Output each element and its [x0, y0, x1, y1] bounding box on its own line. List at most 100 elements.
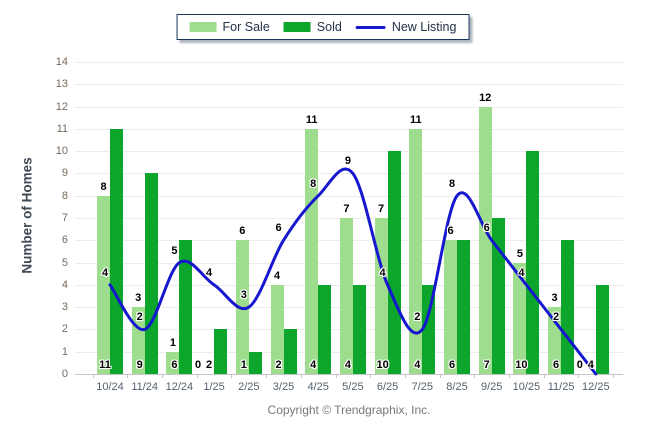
y-tick-label: 10	[55, 145, 68, 158]
new-listing-value-label: 2	[553, 311, 560, 324]
bar-sold	[422, 284, 436, 374]
x-tick-mark	[543, 374, 545, 378]
x-tick-mark	[439, 374, 441, 378]
x-tick-mark	[370, 374, 372, 378]
y-tick-label: 5	[61, 256, 68, 269]
x-tick-label: 5/25	[342, 381, 364, 393]
sold-value-label: 2	[206, 359, 213, 371]
sold-value-label: 4	[414, 359, 421, 371]
y-tick-label: 14	[55, 56, 68, 69]
x-tick-mark	[92, 374, 94, 378]
sold-value-label: 9	[136, 359, 143, 371]
sold-value-label: 4	[587, 359, 594, 371]
new-listing-value-label: 6	[275, 222, 282, 235]
for-sale-value-label: 6	[239, 225, 246, 238]
bar-sold	[561, 240, 575, 374]
for-sale-value-label: 0	[195, 359, 202, 371]
new-listing-value-label: 9	[344, 155, 351, 168]
new-listing-value-label: 4	[518, 266, 525, 279]
new-listing-value-label: 8	[448, 177, 456, 190]
y-tick-label: 11	[56, 122, 68, 135]
gridline	[75, 62, 623, 64]
bar-for-sale	[305, 128, 319, 374]
x-tick-mark	[509, 374, 511, 378]
x-tick-label: 3/25	[272, 381, 295, 393]
x-tick-mark	[613, 374, 615, 378]
y-tick-label: 12	[55, 100, 68, 113]
for-sale-value-label: 6	[447, 225, 454, 238]
bar-sold	[526, 151, 540, 374]
x-tick-mark	[300, 374, 302, 378]
sold-value-label: 6	[171, 359, 178, 371]
legend-item-sold: Sold	[283, 20, 342, 34]
for-sale-value-label: 4	[273, 269, 281, 282]
x-tick-mark	[231, 374, 233, 378]
y-tick-label: 8	[61, 189, 68, 202]
x-tick-mark	[474, 374, 476, 378]
sold-value-label: 2	[275, 359, 282, 371]
bar-sold	[595, 284, 609, 374]
legend-label: New Listing	[391, 20, 457, 34]
bar-for-sale	[374, 218, 388, 374]
copyright-text: Copyright © Trendgraphix, Inc.	[267, 403, 431, 417]
for-sale-value-label: 7	[343, 203, 350, 216]
new-listing-value-label: 5	[171, 244, 178, 257]
y-tick-label: 1	[61, 345, 68, 358]
sold-swatch-icon	[283, 22, 311, 32]
legend-item-for-sale: For Sale	[189, 20, 270, 34]
x-tick-label: 8/25	[446, 381, 468, 393]
for-sale-value-label: 5	[516, 247, 523, 260]
for-sale-value-label: 0	[576, 359, 583, 371]
new-listing-line-swatch-icon	[355, 25, 386, 29]
legend-label: Sold	[316, 20, 342, 34]
new-listing-value-label: 4	[101, 266, 109, 279]
x-tick-mark	[266, 374, 268, 378]
bar-sold	[214, 329, 228, 374]
x-axis-line	[75, 374, 623, 375]
bar-sold	[283, 329, 297, 374]
sold-value-label: 6	[553, 359, 560, 371]
for-sale-value-label: 1	[169, 336, 176, 349]
bar-for-sale	[478, 106, 492, 374]
x-tick-label: 9/25	[480, 381, 503, 393]
sold-value-label: 6	[448, 359, 456, 371]
x-tick-label: 12/24	[165, 381, 194, 393]
gridline	[75, 128, 623, 130]
y-tick-label: 7	[61, 212, 68, 225]
for-sale-value-label: 12	[479, 91, 492, 104]
sold-value-label: 10	[515, 359, 528, 371]
bar-sold	[457, 240, 470, 374]
for-sale-value-label: 11	[305, 113, 318, 126]
x-tick-label: 12/25	[582, 381, 610, 393]
bar-sold	[387, 151, 401, 374]
x-tick-mark	[404, 374, 406, 378]
new-listing-value-label: 3	[240, 289, 247, 302]
for-sale-swatch-icon	[189, 22, 217, 32]
x-tick-mark	[335, 374, 337, 378]
x-tick-label: 4/25	[307, 381, 329, 393]
sold-value-label: 11	[99, 359, 111, 371]
bar-sold	[352, 284, 366, 374]
bar-for-sale	[444, 240, 457, 374]
x-tick-mark	[127, 374, 129, 378]
x-tick-mark	[196, 374, 198, 378]
bar-sold	[110, 128, 123, 374]
y-tick-label: 6	[61, 234, 68, 247]
bar-sold	[318, 284, 332, 374]
x-tick-label: 11/25	[547, 381, 575, 393]
bar-for-sale	[513, 262, 527, 374]
legend: For Sale Sold New Listing	[176, 14, 470, 40]
new-listing-value-label: 4	[206, 266, 213, 279]
bar-sold	[248, 351, 262, 374]
for-sale-value-label: 3	[551, 292, 558, 305]
sold-value-label: 4	[310, 359, 317, 371]
legend-label: For Sale	[222, 20, 270, 34]
legend-item-new-listing: New Listing	[355, 20, 457, 34]
sold-value-label: 7	[483, 359, 490, 371]
x-tick-label: 2/25	[238, 381, 260, 393]
gridline	[75, 151, 623, 153]
x-tick-mark	[578, 374, 580, 378]
y-tick-label: 4	[61, 278, 68, 291]
x-tick-label: 10/25	[512, 381, 541, 393]
